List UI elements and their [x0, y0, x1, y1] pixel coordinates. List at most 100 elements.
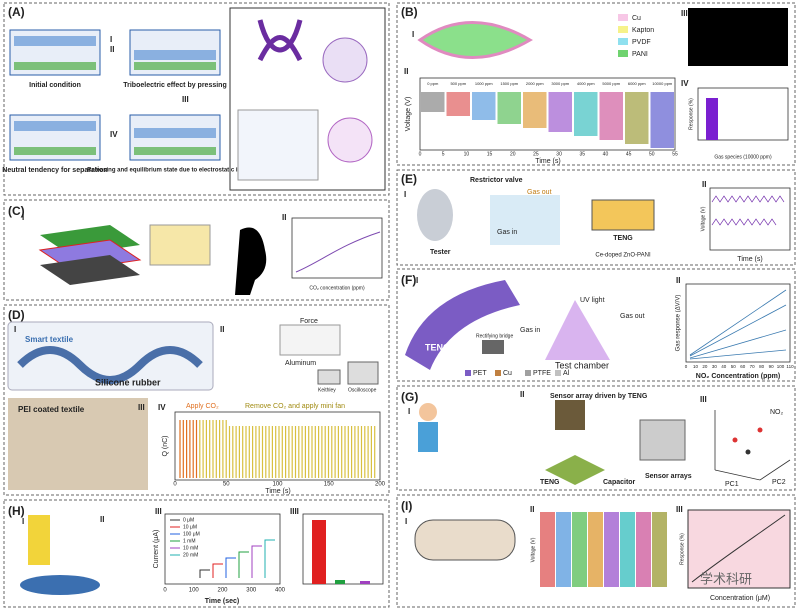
text: Gas in — [497, 229, 517, 236]
uv-beam — [545, 300, 610, 360]
x-tick-label: 60 — [740, 364, 746, 369]
legend-swatch — [618, 26, 628, 33]
concentration-label: 500 ppm — [450, 81, 466, 86]
x-tick-label: 15 — [487, 151, 493, 157]
signal-band — [446, 92, 470, 116]
panel-b: (B) I Cu Kapton PVDF PANI III II Voltage… — [401, 5, 789, 165]
axis-label: PC1 — [725, 481, 739, 488]
panel-i: (I) I II Voltage (V) III Response (%) Co… — [401, 499, 791, 602]
layer — [14, 147, 96, 155]
x-tick-label: 200 — [375, 482, 386, 488]
sock — [28, 515, 50, 565]
signal-band — [652, 512, 667, 587]
panel-frame — [3, 2, 390, 196]
legend-label: Cu — [632, 15, 641, 22]
x-tick-label: 100 — [777, 364, 785, 369]
zoom — [322, 37, 368, 83]
panel-c: (C) I II CO₂ concentration (ppm) — [8, 204, 383, 295]
device — [591, 199, 655, 231]
step: Neutral tendency for separation — [2, 167, 107, 174]
panel-e: (E) I Tester Restrictor valve Gas out Ga… — [401, 172, 791, 263]
x-tick-label: 300 — [246, 588, 257, 594]
numeral: IV — [681, 79, 689, 88]
text: Rectifying bridge — [476, 333, 513, 339]
bar — [360, 581, 370, 584]
legend-swatch — [525, 370, 531, 376]
x-tick-label: 0 — [685, 364, 688, 369]
numeral: IIII — [290, 507, 299, 516]
numeral: I — [22, 213, 24, 222]
signal-band — [620, 512, 635, 587]
concentration-label: 3000 ppm — [551, 81, 569, 86]
bridge — [482, 340, 504, 354]
annotation: Remove CO₂ and apply mini fan — [245, 403, 345, 410]
x-label: CO₂ concentration (ppm) — [309, 285, 365, 291]
x-tick-label: 55 — [672, 151, 678, 157]
signal — [251, 545, 262, 578]
photo — [555, 400, 585, 430]
x-tick-label: 50 — [223, 482, 230, 488]
x-tick-label: 40 — [603, 151, 609, 157]
concentration-label: 1500 ppm — [500, 81, 518, 86]
numeral: I — [404, 190, 406, 199]
text: Sensor array driven by TENG — [550, 393, 648, 400]
structure — [257, 19, 303, 62]
layer — [14, 121, 96, 131]
numeral: IV — [158, 403, 166, 412]
x-label: Time (s) — [737, 256, 762, 263]
numeral: III — [182, 95, 189, 104]
chamber — [490, 195, 560, 245]
schematic — [237, 109, 319, 181]
panel-frame — [396, 169, 796, 266]
instrument — [347, 361, 379, 385]
axes — [174, 411, 381, 481]
head — [417, 189, 453, 241]
signal-band — [572, 512, 587, 587]
signal-band — [588, 512, 603, 587]
point — [732, 437, 738, 443]
panel-frame — [3, 304, 390, 496]
text: PEI coated textile — [18, 405, 85, 414]
panel-label: (G) — [401, 390, 418, 404]
teng — [405, 280, 520, 370]
legend-label: PET — [473, 370, 487, 377]
instrument — [317, 369, 341, 385]
concentration-label: 0 ppm — [427, 81, 439, 86]
text: Restrictor valve — [470, 177, 523, 184]
y-label: Gas response (ΔV/V) — [676, 295, 682, 352]
signal — [238, 551, 249, 578]
layer — [134, 128, 216, 138]
schematic — [149, 224, 211, 266]
text: Gas in — [520, 327, 540, 334]
x-tick-label: 50 — [649, 151, 655, 157]
text: Ce-doped ZnO-PANI — [595, 253, 651, 259]
x-tick-label: 30 — [712, 364, 718, 369]
text: Aluminum — [285, 360, 316, 367]
legend-label: 100 μM — [183, 531, 200, 537]
numeral: II — [220, 325, 224, 334]
x-tick-label: 5 — [442, 151, 445, 157]
panel-frame — [3, 199, 390, 301]
panel-a: (A) Initial condition Triboelectric effe… — [2, 5, 386, 191]
layer — [134, 147, 216, 155]
text: TENG — [613, 235, 633, 242]
text: Keithley — [318, 387, 336, 393]
x-tick-label: 20 — [510, 151, 516, 157]
numeral: I — [416, 276, 418, 285]
text: NO₂ — [770, 409, 784, 416]
numeral: II — [530, 505, 534, 514]
x-label: Gas species (10000 ppm) — [714, 154, 772, 160]
curve — [691, 514, 786, 583]
y-label: Voltage (V) — [405, 97, 412, 132]
x-label: Time (sec) — [205, 598, 240, 605]
bar — [312, 520, 326, 584]
x-label: NO₂ Concentration (ppm) — [696, 373, 780, 380]
text: Force — [300, 318, 318, 325]
step: Initial condition — [29, 82, 81, 89]
panel-d: (D) I Smart textile Silicone rubber II F… — [7, 308, 386, 495]
legend-swatch — [618, 50, 628, 57]
x-tick-label: 0 — [163, 588, 167, 594]
numeral: II — [110, 45, 114, 54]
x-tick-label: 80 — [759, 364, 765, 369]
signal-band — [497, 92, 521, 124]
